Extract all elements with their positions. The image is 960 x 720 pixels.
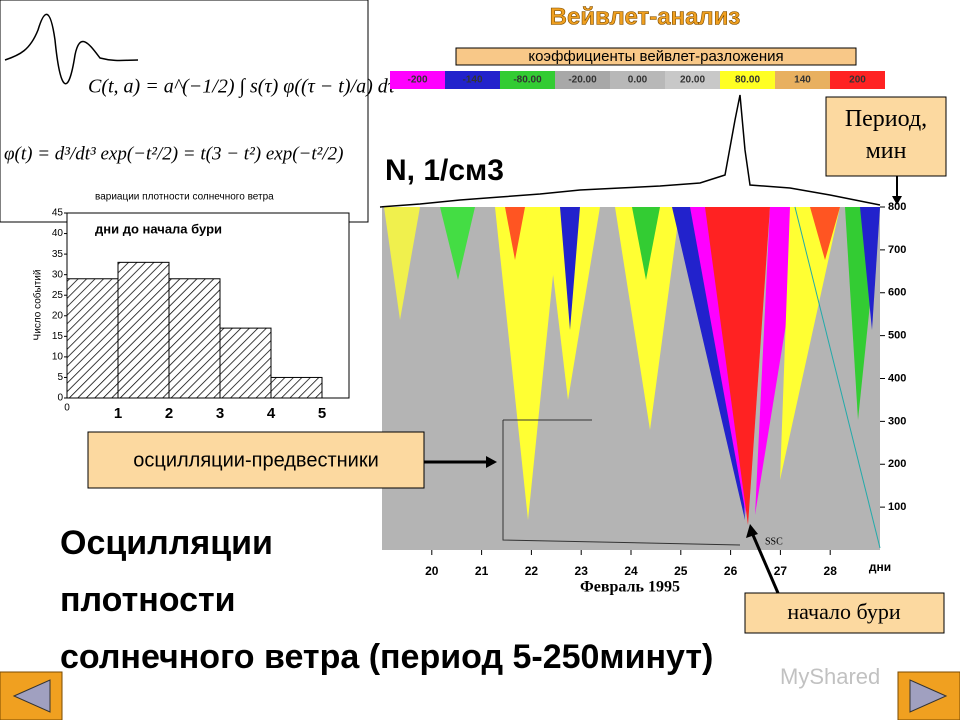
colorbar-cell xyxy=(665,71,720,89)
colorbar-cell xyxy=(610,71,665,89)
colorbar-label: -200 xyxy=(407,75,427,86)
colorbar-cell xyxy=(830,71,885,89)
y-tick-label: 300 xyxy=(888,415,906,427)
wavelet-curve xyxy=(4,13,139,85)
callout-box xyxy=(744,592,945,634)
x-tick-label: 20 xyxy=(425,564,439,578)
x-unit-label: дни xyxy=(869,560,891,574)
colorbar-cell xyxy=(390,71,445,89)
y-axis-label: Число событий xyxy=(32,270,44,341)
bracket xyxy=(502,419,741,546)
histogram: дни до начала бури Число событий 0 0 5 10 1… xyxy=(32,208,350,422)
x-axis-label: Февраль 1995 xyxy=(580,579,680,596)
formula: φ(t) = d³/dt³ exp(−t²/2) = t(3 − t²) exp… xyxy=(4,143,343,164)
body-line: Осцилляции xyxy=(60,524,273,562)
colorbar: -200 -140 -80.00 -20.00 0.00 20.00 80.00 140 200 xyxy=(390,71,885,89)
callout-box xyxy=(825,96,947,177)
next-button[interactable] xyxy=(897,671,960,720)
x-tick-label: 26 xyxy=(724,564,738,578)
y-tick-label: 400 xyxy=(888,372,906,384)
arrow-head xyxy=(486,456,497,468)
x-origin-label: 0 xyxy=(64,403,70,414)
y-tick-label: 15 xyxy=(52,331,64,342)
y-tick-label: 40 xyxy=(52,228,64,239)
ssc-label: SSC xyxy=(765,536,783,547)
arrow-head xyxy=(892,196,902,205)
prev-button[interactable] xyxy=(0,671,63,720)
callout: Период, мин xyxy=(844,106,928,164)
subtitle-box xyxy=(455,47,857,66)
arrow xyxy=(751,534,780,594)
body-line: плотности xyxy=(60,581,236,619)
callout: осцилляции-предвестники xyxy=(133,449,379,471)
y-tick-label: 35 xyxy=(52,249,64,260)
bar xyxy=(219,327,272,399)
y-tick-label: 20 xyxy=(52,310,64,321)
series-label: N, 1/см3 xyxy=(385,154,504,187)
subtitle: коэффициенты вейвлет-разложения xyxy=(528,48,783,65)
colorbar-label: 80.00 xyxy=(735,75,760,86)
colorbar-cell xyxy=(720,71,775,89)
x-tick-label: 21 xyxy=(475,564,489,578)
y-tick-label: 30 xyxy=(52,269,64,280)
bar xyxy=(66,278,119,399)
colorbar-label: 140 xyxy=(794,75,811,86)
x-tick-label: 25 xyxy=(674,564,688,578)
formula: C(t, a) = a^(−1/2) ∫ s(τ) φ((τ − t)/a) d… xyxy=(88,76,396,99)
formula-caption: вариации плотности солнечного ветра xyxy=(95,192,274,203)
x-tick-label: 1 xyxy=(114,405,122,422)
chart-title: дни до начала бури xyxy=(95,221,222,236)
x-tick-label: 4 xyxy=(267,405,276,422)
colorbar-cell xyxy=(555,71,610,89)
y-tick-label: 10 xyxy=(52,352,64,363)
y-tick-label: 25 xyxy=(52,290,64,301)
arrow-head xyxy=(746,524,758,538)
bar xyxy=(270,376,323,399)
y-tick-label: 700 xyxy=(888,244,906,256)
watermark: MyShared xyxy=(780,664,880,689)
title: Вейвлет-анализ xyxy=(550,3,741,30)
x-tick-label: 27 xyxy=(774,564,788,578)
x-tick-label: 22 xyxy=(525,564,539,578)
spectrogram xyxy=(382,206,881,550)
y-tick-label: 0 xyxy=(57,393,63,404)
x-tick-label: 2 xyxy=(165,405,173,422)
colorbar-cell xyxy=(500,71,555,89)
colorbar-label: 0.00 xyxy=(628,75,648,86)
x-tick-label: 3 xyxy=(216,405,224,422)
wavelet-axes: 100 200 300 400 500 600 700 800 20 21 22 23 24 25 26 27… xyxy=(425,201,906,578)
colorbar-cell xyxy=(775,71,830,89)
bar xyxy=(168,278,221,399)
callout-box xyxy=(87,431,425,489)
density-trace xyxy=(379,94,881,208)
y-tick-label: 200 xyxy=(888,458,906,470)
bar xyxy=(117,261,170,399)
colorbar-label: -140 xyxy=(462,75,482,86)
x-tick-label: 28 xyxy=(824,564,838,578)
colorbar-label: -20.00 xyxy=(568,75,597,86)
x-tick-label: 24 xyxy=(624,564,638,578)
formula-panel xyxy=(0,0,369,223)
colorbar-label: -80.00 xyxy=(513,75,542,86)
y-tick-label: 45 xyxy=(52,208,64,219)
y-tick-label: 600 xyxy=(888,287,906,299)
x-tick-label: 23 xyxy=(575,564,589,578)
y-tick-label: 100 xyxy=(888,501,906,513)
y-tick-label: 500 xyxy=(888,330,906,342)
y-tick-label: 5 xyxy=(57,372,63,383)
callout-text: Период, мин xyxy=(844,106,928,164)
colorbar-label: 20.00 xyxy=(680,75,705,86)
body-line: солнечного ветра (период 5-250минут) xyxy=(60,638,713,676)
y-tick-label: 800 xyxy=(888,201,906,213)
colorbar-cell xyxy=(445,71,500,89)
callout: начало бури xyxy=(787,599,901,624)
x-tick-label: 5 xyxy=(318,405,326,422)
colorbar-label: 200 xyxy=(849,75,866,86)
